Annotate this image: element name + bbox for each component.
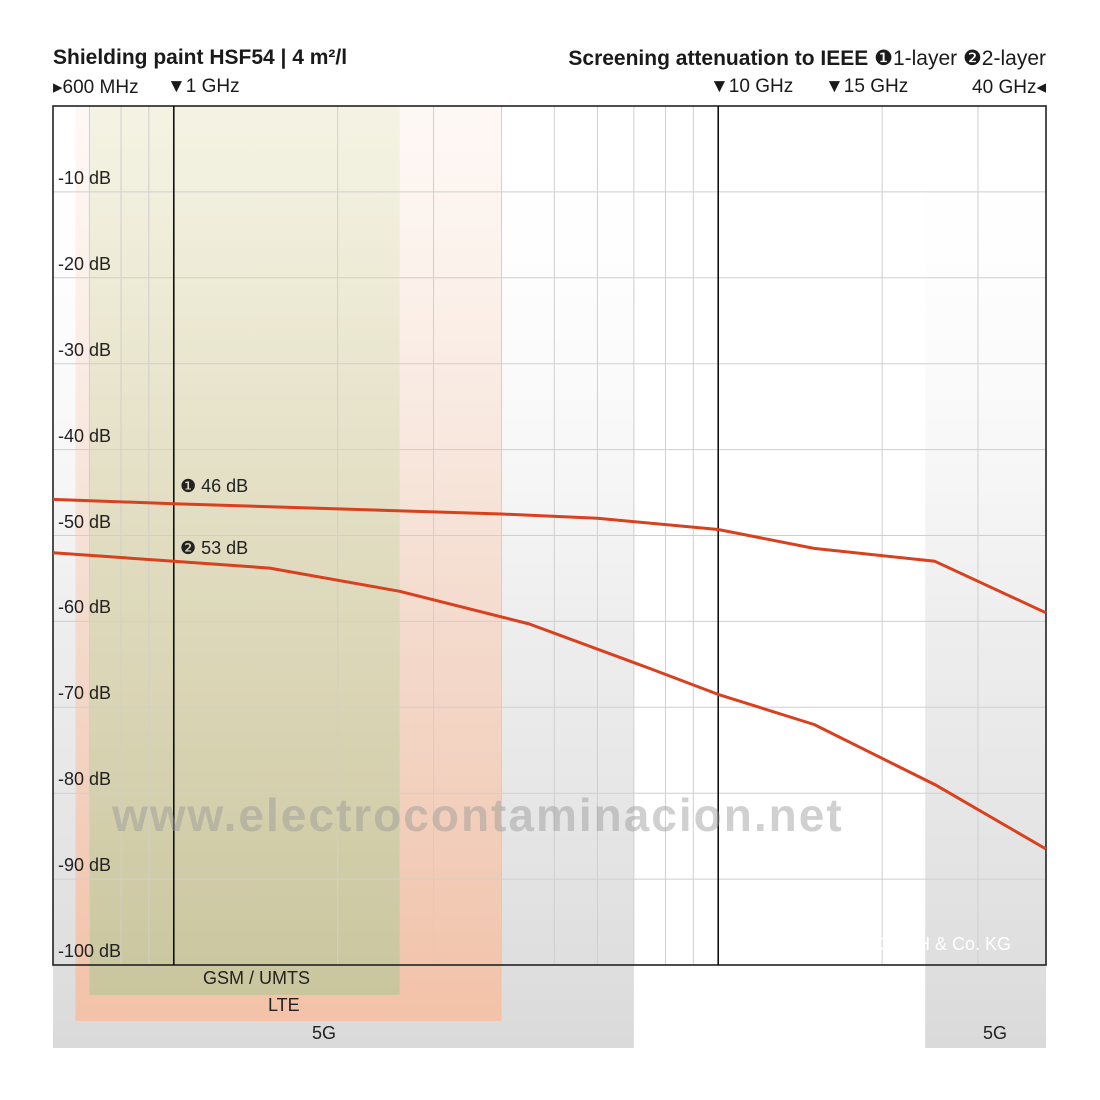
band-5g-3 (925, 106, 1046, 1048)
frequency-bands (53, 106, 1046, 1048)
data-series (52, 497, 1047, 851)
chart-title: Shielding paint HSF54 | 4 m²/l (53, 46, 348, 69)
legend-layer2: ❷2-layer (962, 47, 1046, 70)
y-tick-label: -100 dB (58, 941, 122, 961)
y-tick-label: -80 dB (58, 769, 112, 790)
y-tick-label: -90 dB (58, 855, 112, 876)
y-tick-label: -30 dB (58, 339, 112, 360)
marker-label-1ghz: ▼1 GHz (167, 76, 240, 97)
y-tick-label: -40 dB (58, 425, 112, 446)
marker-label-40ghz: 40 GHz◂ (972, 77, 1046, 98)
y-tick-label: -20 dB (58, 253, 112, 274)
subtitle-main: Screening attenuation to IEEE (568, 47, 869, 70)
chart-subtitle: Screening attenuation to IEEE ❶1-layer ❷… (568, 46, 1046, 71)
series-line-layer1 (52, 497, 1047, 615)
annotation-layer1: ❶ 46 dB (180, 476, 249, 496)
legend-layer1: ❶1-layer (874, 47, 958, 70)
band-label-lte: LTE (268, 995, 300, 1015)
y-tick-label: -10 dB (58, 167, 112, 188)
band-label-gsm: GSM / UMTS (203, 968, 310, 988)
marker-label-15ghz: ▼15 GHz (825, 76, 909, 97)
frequency-markers (172, 106, 720, 965)
band-label-5g-right: 5G (983, 1023, 1008, 1043)
band-label-5g-left: 5G (312, 1023, 337, 1043)
annotation-layer2: ❷ 53 dB (180, 538, 249, 558)
copyright-text: © YSHIELD GmbH & Co. KG (778, 934, 1011, 954)
y-tick-label: -60 dB (58, 597, 112, 618)
marker-label-10ghz: ▼10 GHz (710, 76, 794, 97)
watermark-text: www.electrocontaminacion.net (112, 789, 844, 841)
series-line-layer2 (52, 551, 1047, 851)
plot-frame (52, 105, 1047, 966)
y-tick-label: -70 dB (58, 683, 112, 704)
marker-label-600mhz: ▸600 MHz (53, 77, 139, 98)
band-gsm-0 (89, 106, 400, 995)
y-tick-label: -50 dB (58, 511, 112, 532)
